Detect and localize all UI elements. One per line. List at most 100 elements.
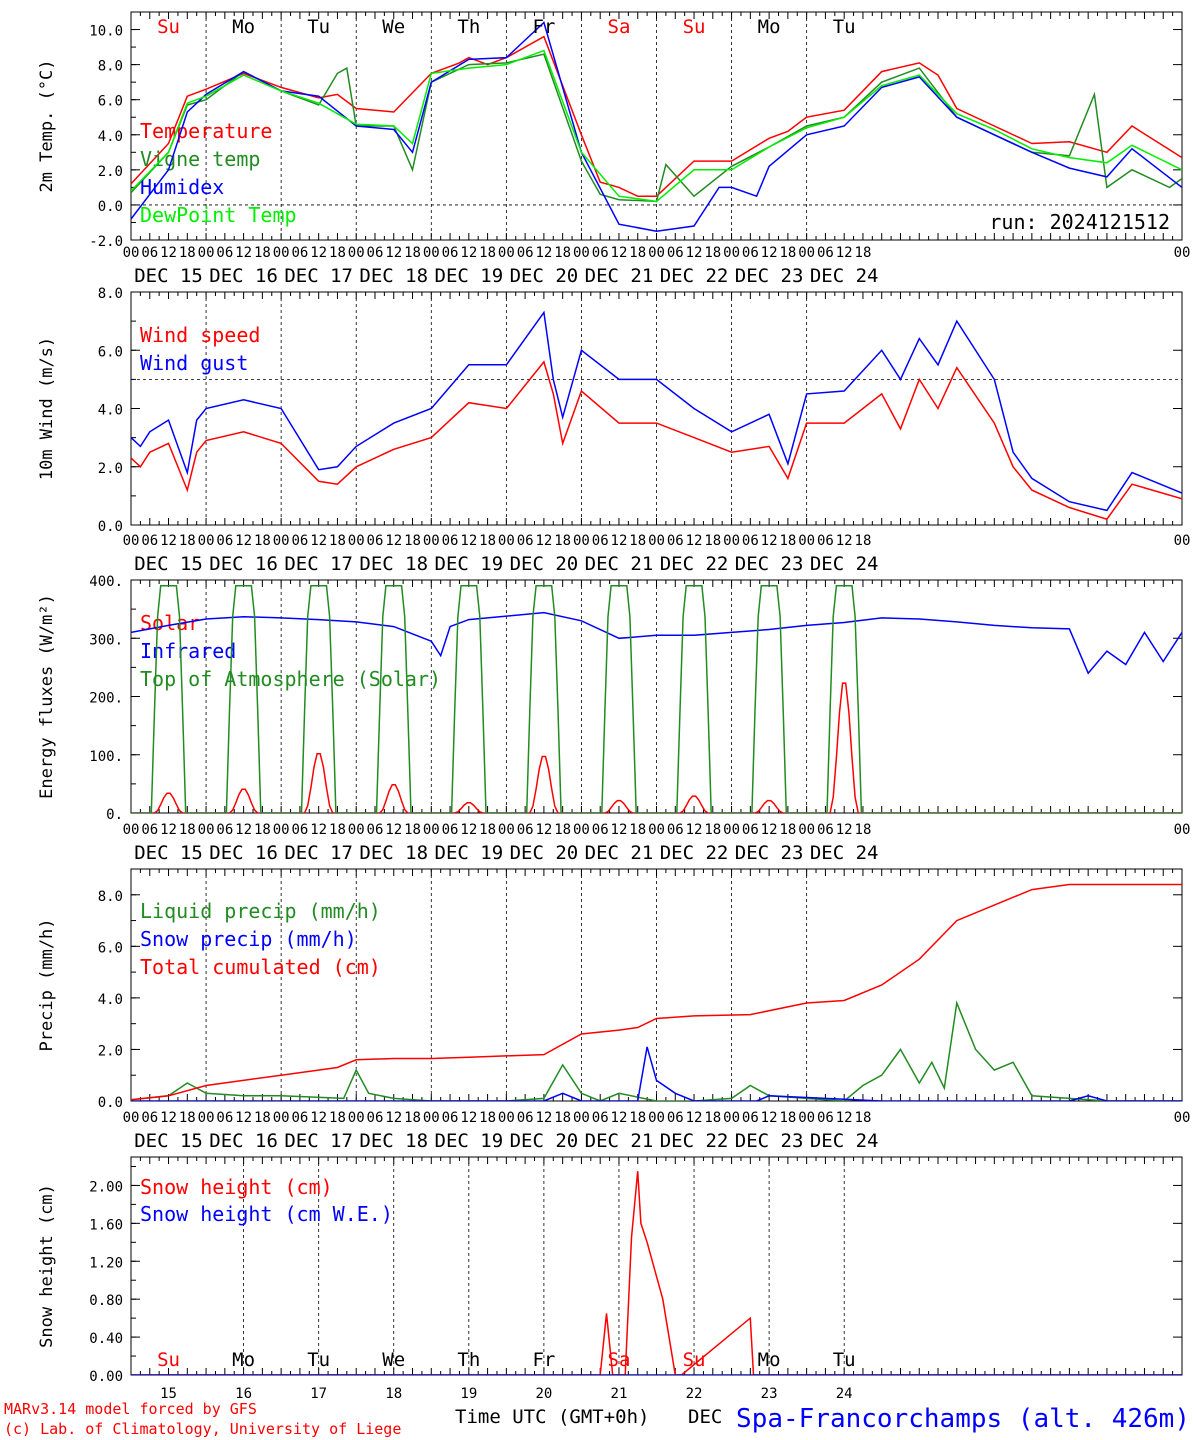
hour-label: 18 (629, 245, 646, 261)
legend-entry: Total cumulated (cm) (140, 955, 381, 979)
date-label: DEC 21 (585, 553, 654, 575)
y-tick-label: 6.0 (98, 344, 123, 360)
hour-label: 00 (423, 822, 440, 838)
date-label: DEC 17 (284, 553, 353, 575)
hour-label: 00 (348, 1110, 365, 1126)
date-label: DEC 20 (510, 553, 579, 575)
y-tick-label: 8.0 (98, 59, 123, 75)
y-tick-label: 10.0 (89, 24, 123, 40)
hour-label: 06 (216, 533, 233, 549)
hour-label: 12 (611, 533, 628, 549)
hour-label: 00 (123, 822, 140, 838)
hour-label: 18 (254, 245, 271, 261)
hour-label: 12 (535, 1110, 552, 1126)
hour-label: 06 (667, 1110, 684, 1126)
y-tick-label: 4.0 (98, 403, 123, 419)
hour-label: 06 (141, 1110, 158, 1126)
date-label: DEC 22 (660, 1130, 729, 1152)
hour-label: 12 (761, 1110, 778, 1126)
series-line-humidex (131, 21, 1182, 232)
lab-credit: (c) Lab. of Climatology, University of L… (4, 1420, 401, 1438)
date-label: DEC 15 (134, 265, 203, 287)
hour-label: 00 (648, 822, 665, 838)
date-label: DEC 24 (810, 1130, 879, 1152)
hour-label: 18 (329, 245, 346, 261)
x-axis-label: Time UTC (GMT+0h) (455, 1406, 649, 1428)
date-label: DEC 16 (209, 265, 278, 287)
hour-label: 18 (855, 245, 872, 261)
hour-label: 12 (460, 822, 477, 838)
hour-label: 00 (123, 1110, 140, 1126)
date-label: DEC 20 (510, 1130, 579, 1152)
y-tick-label: 0.40 (89, 1331, 123, 1347)
day-of-week-label: Tu (833, 16, 856, 38)
hour-label: 12 (310, 1110, 327, 1126)
legend-entry: Top of Atmosphere (Solar) (140, 667, 441, 691)
hour-label: 00 (1174, 533, 1191, 549)
date-label: DEC 23 (735, 842, 804, 864)
panel-1: -2.00.02.04.06.08.010.02m Temp. (°C)00 06… (37, 11, 1190, 287)
date-label: DEC 16 (209, 842, 278, 864)
y-axis-label: Snow height (cm) (37, 1184, 57, 1348)
hour-label: 12 (761, 533, 778, 549)
hour-label: 00 (573, 245, 590, 261)
hour-label: 00 (423, 1110, 440, 1126)
y-tick-label: 0. (106, 807, 123, 823)
hour-label: 06 (742, 245, 759, 261)
hour-label: 06 (291, 822, 308, 838)
day-number-label: 17 (310, 1386, 327, 1402)
hour-label: 18 (704, 533, 721, 549)
date-label: DEC 18 (359, 1130, 428, 1152)
hour-label: 06 (592, 822, 609, 838)
hour-label: 18 (179, 1110, 196, 1126)
panel-3: 0. 100. 200. 300. 400. Energy fluxes (W/m²) 00… (37, 574, 1190, 864)
day-number-label: 15 (160, 1386, 177, 1402)
hour-label: 18 (404, 245, 421, 261)
hour-label: 12 (761, 822, 778, 838)
hour-label: 00 (198, 245, 215, 261)
day-of-week-label: Tu (307, 16, 330, 38)
hour-label: 00 (423, 245, 440, 261)
hour-label: 06 (141, 822, 158, 838)
hour-label: 12 (385, 533, 402, 549)
hour-label: 06 (592, 245, 609, 261)
series-line-wind-gust (131, 310, 1182, 512)
hour-label: 00 (498, 822, 515, 838)
hour-label: 00 (723, 245, 740, 261)
legend-entry: Snow height (cm W.E.) (140, 1202, 393, 1226)
hour-label: 12 (686, 533, 703, 549)
hour-label: 06 (592, 1110, 609, 1126)
hour-label: 06 (291, 533, 308, 549)
y-tick-label: 4.0 (98, 992, 123, 1008)
hour-label: 06 (291, 1110, 308, 1126)
y-tick-label: 0.0 (98, 199, 123, 215)
day-of-week-label: Mo (758, 16, 781, 38)
legend-entry: Snow precip (mm/h) (140, 927, 357, 951)
date-label: DEC 16 (209, 1130, 278, 1152)
legend-entry: Snow height (cm) (140, 1175, 333, 1199)
hour-label: 00 (798, 822, 815, 838)
hour-label: 18 (629, 533, 646, 549)
date-label: DEC 19 (435, 265, 504, 287)
hour-label: 06 (817, 1110, 834, 1126)
hour-label: 00 (798, 533, 815, 549)
hour-label: 06 (442, 245, 459, 261)
y-tick-label: 8.0 (98, 286, 123, 302)
hour-label: 18 (779, 245, 796, 261)
series-line-top-of-atmosphere-solar- (131, 585, 1182, 813)
day-number-label: 18 (385, 1386, 402, 1402)
hour-label: 18 (554, 533, 571, 549)
hour-label: 06 (817, 245, 834, 261)
hour-label: 12 (460, 533, 477, 549)
hour-label: 00 (348, 245, 365, 261)
hour-label: 00 (798, 1110, 815, 1126)
y-tick-label: 2.0 (98, 461, 123, 477)
y-tick-label: 6.0 (98, 940, 123, 956)
y-tick-label: 2.0 (98, 164, 123, 180)
hour-label: 18 (179, 533, 196, 549)
day-number-label: 20 (535, 1386, 552, 1402)
date-label: DEC 17 (284, 1130, 353, 1152)
hour-label: 18 (329, 822, 346, 838)
hour-label: 06 (367, 1110, 384, 1126)
date-label: DEC 21 (585, 1130, 654, 1152)
